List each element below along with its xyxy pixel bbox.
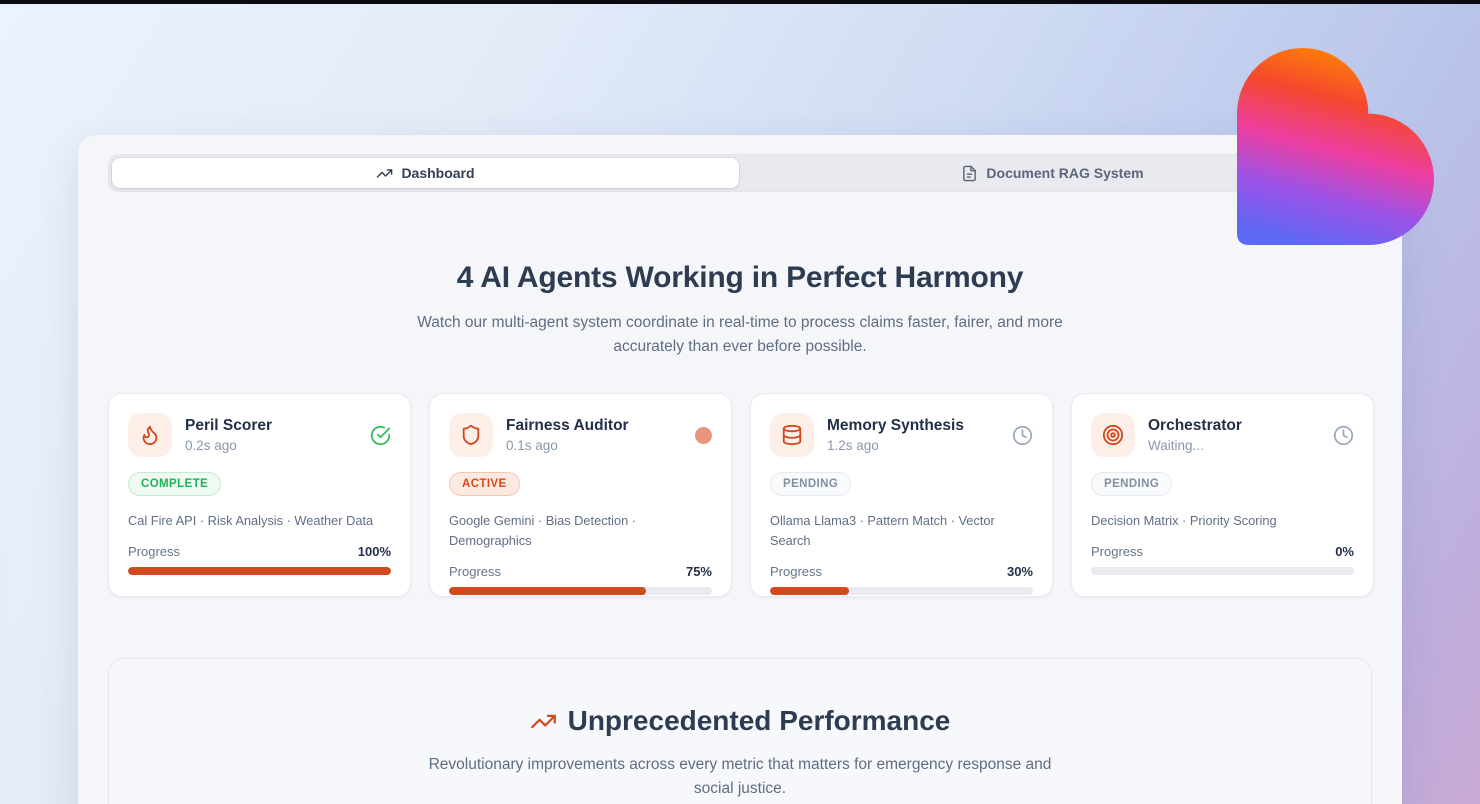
status-badge: PENDING [1091,472,1173,496]
progress-row: Progress 0% [1091,544,1354,559]
agent-tools-line: Ollama Llama3 · Pattern Match · Vector S… [770,513,995,548]
progress-bar-track [449,586,712,595]
progress-percent: 100% [357,543,391,559]
agent-tools: Ollama Llama3 · Pattern Match · Vector S… [770,511,1033,551]
trending-up-icon [530,708,557,735]
badge-row: PENDING [770,472,1033,496]
agent-card-header: Peril Scorer 0.2s ago [128,413,391,457]
agent-card-header: Memory Synthesis 1.2s ago [770,413,1033,457]
agent-name: Orchestrator [1148,417,1242,434]
agent-timestamp: 0.2s ago [185,438,237,453]
page-subtitle: Watch our multi-agent system coordinate … [417,314,1063,356]
progress-bar-track [128,566,391,575]
agent-card: Peril Scorer 0.2s ago COMPLETE Cal Fire API… [108,393,411,597]
progress-bar-fill [770,586,849,595]
agent-tools-line: Demographics [449,532,532,548]
status-badge: ACTIVE [449,472,520,496]
badge-row: PENDING [1091,472,1354,496]
progress-bar-track [1091,566,1354,575]
agent-name: Memory Synthesis [827,417,964,434]
top-accent-bar [0,0,1480,4]
progress-row: Progress 75% [449,564,712,579]
trending-up-icon [376,165,393,182]
agent-name: Peril Scorer [185,417,273,434]
status-badge: PENDING [770,472,852,496]
agent-tools: Cal Fire API · Risk Analysis · Weather D… [128,511,391,531]
progress-bar-fill [128,566,391,575]
agent-cards-row: Peril Scorer 0.2s ago COMPLETE Cal Fire API… [108,393,1374,597]
performance-title-row: Unprecedented Performance [109,705,1371,737]
agent-card: Orchestrator Waiting... PENDING Decision Ma… [1071,393,1374,597]
agent-name: Fairness Auditor [506,417,629,434]
shield-icon [449,413,493,457]
agent-tools: Google Gemini · Bias Detection · Demograp… [449,511,712,551]
agent-card: Memory Synthesis 1.2s ago PENDING Ollama Ll… [750,393,1053,597]
badge-row: COMPLETE [128,472,391,496]
agent-meta: Memory Synthesis 1.2s ago [827,417,999,453]
progress-bar-fill [449,586,647,595]
main-panel: Dashboard Document RAG System 4 AI Agent… [78,135,1402,804]
agent-timestamp: 1.2s ago [827,438,879,453]
progress-label: Progress [1091,543,1144,559]
clock-icon [1012,425,1033,446]
tab-document-rag-system[interactable]: Document RAG System [739,158,1366,188]
database-icon [770,413,814,457]
progress-bar-track [770,586,1033,595]
agent-meta: Fairness Auditor 0.1s ago [506,417,682,453]
hero-section: 4 AI Agents Working in Perfect Harmony W… [78,261,1402,360]
heart-shape [1237,48,1434,245]
performance-title: Unprecedented Performance [567,705,951,736]
flame-icon [128,413,172,457]
pulse-dot [695,426,712,444]
performance-subtitle: Revolutionary improvements across every … [428,756,1052,798]
check-circle-icon [370,425,391,446]
tab-document-rag-label: Document RAG System [986,165,1144,181]
badge-row: ACTIVE [449,472,712,496]
progress-label: Progress [449,563,502,579]
agent-meta: Orchestrator Waiting... [1148,417,1320,453]
tab-dashboard[interactable]: Dashboard [112,158,739,188]
file-text-icon [961,165,978,182]
agent-tools: Decision Matrix · Priority Scoring [1091,511,1354,531]
progress-percent: 30% [1006,563,1033,579]
agent-meta: Peril Scorer 0.2s ago [185,417,357,453]
performance-section: Unprecedented Performance Revolutionary … [108,658,1372,804]
progress-label: Progress [770,563,823,579]
progress-row: Progress 100% [128,544,391,559]
target-icon [1091,413,1135,457]
agent-card-header: Orchestrator Waiting... [1091,413,1354,457]
status-badge: COMPLETE [128,472,222,496]
tab-dashboard-label: Dashboard [401,165,475,181]
heart-logo [1237,48,1434,245]
progress-label: Progress [128,543,181,559]
agent-tools-line: Decision Matrix · Priority Scoring [1091,513,1277,528]
agent-timestamp: Waiting... [1148,438,1204,453]
clock-icon [1333,425,1354,446]
page-title: 4 AI Agents Working in Perfect Harmony [456,261,1024,294]
agent-tools-line: Google Gemini · Bias Detection · [449,513,637,528]
agent-card: Fairness Auditor 0.1s ago ACTIVE Google Gem… [429,393,732,597]
progress-row: Progress 30% [770,564,1033,579]
agent-timestamp: 0.1s ago [506,438,558,453]
dot-icon [695,426,712,444]
agent-card-header: Fairness Auditor 0.1s ago [449,413,712,457]
progress-percent: 0% [1335,543,1354,559]
tab-bar: Dashboard Document RAG System [108,154,1370,192]
agent-tools-line: Cal Fire API · Risk Analysis · Weather D… [128,513,374,528]
progress-percent: 75% [685,563,712,579]
